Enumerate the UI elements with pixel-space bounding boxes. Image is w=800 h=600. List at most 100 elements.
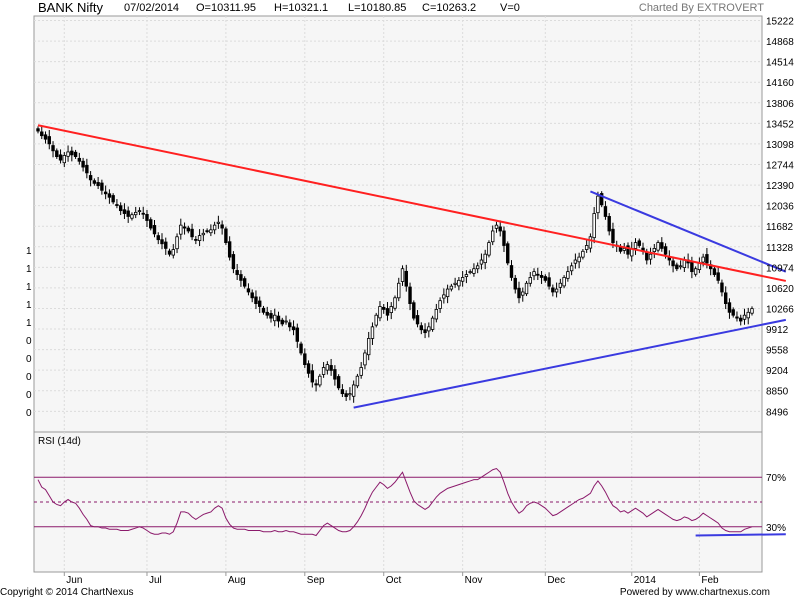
candle-body xyxy=(412,302,416,319)
candle-body xyxy=(355,375,360,387)
candle-body xyxy=(727,302,732,313)
candle-body xyxy=(645,251,649,261)
candle-body xyxy=(96,182,100,187)
y-tick-label: 14868 xyxy=(766,37,794,48)
candle-body xyxy=(528,277,532,284)
y-tick-label: 13452 xyxy=(766,119,794,130)
candle-body xyxy=(524,282,529,295)
candle-body xyxy=(671,260,675,267)
left-axis-label: 1 xyxy=(26,246,32,257)
candle-body xyxy=(509,265,514,278)
candle-body xyxy=(43,134,48,140)
y-tick-label: 8850 xyxy=(766,387,789,398)
candle-body xyxy=(723,292,728,304)
y-tick-label: 10974 xyxy=(766,263,794,274)
candle-body xyxy=(156,235,160,241)
candle-body xyxy=(633,242,638,249)
rsi-title: RSI (14d) xyxy=(38,436,81,447)
candle-body xyxy=(652,248,656,252)
candle-body xyxy=(536,273,540,276)
candle-body xyxy=(430,317,435,330)
candle-body xyxy=(434,309,439,320)
copyright-text: Copyright © 2014 ChartNexus xyxy=(0,587,134,598)
candle-body xyxy=(682,259,687,268)
left-axis-label: 0 xyxy=(26,390,32,401)
candle-body xyxy=(562,277,566,287)
low-value: L=10180.85 xyxy=(348,2,407,14)
candle-body xyxy=(62,155,67,164)
candle-body xyxy=(190,228,194,238)
x-tick-label: Dec xyxy=(547,575,565,586)
candle-body xyxy=(457,279,461,287)
candle-body xyxy=(224,228,228,243)
y-tick-label: 11328 xyxy=(766,243,794,254)
candle-body xyxy=(92,180,97,184)
candle-body xyxy=(453,282,457,285)
candlesticks xyxy=(36,126,754,403)
trendline xyxy=(37,124,787,282)
candle-body xyxy=(427,326,431,332)
candle-body xyxy=(284,320,288,323)
candle-body xyxy=(611,228,615,243)
candle-body xyxy=(88,175,93,181)
candle-body xyxy=(475,265,480,270)
candle-body xyxy=(404,270,408,287)
candle-body xyxy=(250,292,254,299)
candle-body xyxy=(269,313,273,319)
left-axis-label: 1 xyxy=(26,264,32,275)
candle-body xyxy=(333,369,337,380)
y-tick-label: 12744 xyxy=(766,161,794,172)
candle-body xyxy=(378,306,382,319)
candle-body xyxy=(205,230,209,233)
quote-date: 07/02/2014 xyxy=(124,2,180,14)
candle-body xyxy=(340,389,345,395)
candle-body xyxy=(442,294,446,299)
candle-body xyxy=(115,204,119,206)
candle-body xyxy=(186,227,191,232)
y-tick-label: 12036 xyxy=(766,202,794,213)
candle-body xyxy=(295,327,299,342)
rsi-plot xyxy=(34,467,786,537)
y-tick-label: 10620 xyxy=(766,284,794,295)
candle-body xyxy=(663,246,668,255)
candle-body xyxy=(182,226,187,229)
candle-body xyxy=(77,157,82,162)
candle-body xyxy=(171,249,175,256)
left-axis-label: 0 xyxy=(26,372,32,383)
candle-body xyxy=(329,365,333,371)
candle-body xyxy=(291,326,296,331)
candle-body xyxy=(167,250,172,255)
candle-body xyxy=(472,268,476,274)
x-tick-label: 2014 xyxy=(634,575,657,586)
candle-body xyxy=(746,311,750,319)
candle-body xyxy=(419,325,424,331)
y-tick-label: 14160 xyxy=(766,78,794,89)
candle-body xyxy=(325,364,330,371)
x-tick-label: Feb xyxy=(701,575,719,586)
candle-body xyxy=(58,154,63,161)
volume-value: V=0 xyxy=(500,2,520,14)
candle-body xyxy=(66,151,70,157)
candle-body xyxy=(547,277,551,287)
candle-body xyxy=(55,150,59,158)
candle-body xyxy=(81,160,85,168)
candle-body xyxy=(134,211,138,216)
candle-body xyxy=(303,353,307,366)
candle-body xyxy=(103,191,108,195)
candle-body xyxy=(716,272,720,281)
candle-body xyxy=(742,314,747,320)
candle-body xyxy=(626,245,630,255)
candle-body xyxy=(254,296,258,304)
price-panel xyxy=(33,15,763,433)
candle-body xyxy=(100,182,104,191)
candle-body xyxy=(85,164,89,174)
candle-body xyxy=(73,151,78,158)
candle-body xyxy=(382,306,386,310)
candle-body xyxy=(261,307,266,313)
candle-body xyxy=(273,314,277,322)
rsi-line xyxy=(37,467,753,537)
trendline xyxy=(353,318,787,409)
candle-body xyxy=(51,145,55,152)
candle-body xyxy=(306,363,311,374)
candle-body xyxy=(554,288,559,293)
